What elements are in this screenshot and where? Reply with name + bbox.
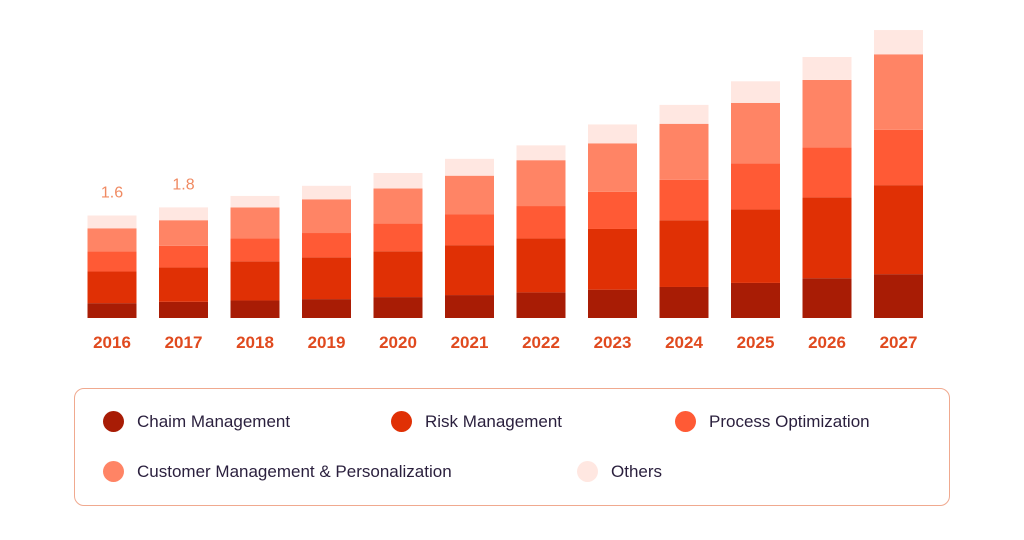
- bar-segment: [302, 257, 351, 300]
- bar-segment: [159, 267, 208, 302]
- legend-item-process-optimization: Process Optimization: [675, 411, 870, 432]
- data-label: 1.6: [101, 184, 123, 201]
- bar-segment: [445, 158, 494, 176]
- bar-segment: [373, 223, 423, 252]
- stacked-bar-chart: 2016 2017 2018 2019 2020 2021 2022 2023 2024 2025…: [87, 30, 923, 352]
- bar-segment: [731, 102, 780, 164]
- legend-label: Others: [611, 461, 663, 481]
- bar-segment: [159, 301, 208, 318]
- bar-segment: [445, 214, 494, 246]
- bar-segment: [802, 197, 852, 279]
- data-label: 1.8: [172, 176, 194, 193]
- legend-label: Customer Management & Personalization: [137, 461, 452, 481]
- bar-segment: [302, 233, 351, 258]
- bar-segment: [373, 173, 423, 189]
- x-tick-label: 2020: [379, 333, 417, 352]
- bar-segment: [230, 261, 280, 301]
- bar-segment: [659, 220, 709, 287]
- bar-segment: [588, 228, 637, 290]
- bar-segment: [874, 185, 923, 275]
- bar-segment: [516, 160, 566, 207]
- bar-segment: [302, 199, 351, 234]
- x-tick-label: 2022: [522, 333, 560, 352]
- bar-segment: [373, 188, 423, 224]
- bar-segment: [731, 81, 780, 103]
- x-tick-label: 2027: [880, 333, 918, 352]
- bar-segment: [874, 274, 923, 318]
- bar-segment: [159, 207, 208, 221]
- bar-segment: [373, 297, 423, 318]
- bar-segment: [159, 245, 208, 268]
- legend-swatch: [391, 411, 412, 432]
- bar-segment: [874, 30, 923, 55]
- bar-segment: [159, 220, 208, 246]
- x-tick-label: 2017: [165, 333, 203, 352]
- bar-segment: [230, 300, 280, 318]
- bar-segment: [588, 191, 637, 229]
- bar-segment: [659, 179, 709, 221]
- bar-segment: [516, 238, 566, 293]
- x-tick-label: 2024: [665, 333, 703, 352]
- bar-segment: [445, 175, 494, 215]
- legend-item-risk-management: Risk Management: [391, 411, 562, 432]
- legend-label: Risk Management: [425, 411, 563, 431]
- bar-segment: [588, 124, 637, 144]
- legend-item-others: Others: [577, 461, 662, 482]
- bar-segment: [87, 303, 137, 318]
- bar-segment: [87, 271, 137, 304]
- bar-segment: [230, 207, 280, 239]
- x-tick-label: 2019: [308, 333, 346, 352]
- bar-segment: [659, 286, 709, 318]
- bar-segment: [731, 163, 780, 210]
- legend-swatch: [675, 411, 696, 432]
- x-tick-label: 2023: [594, 333, 632, 352]
- bar-segment: [516, 145, 566, 161]
- legend-label: Process Optimization: [709, 411, 870, 431]
- legend-swatch: [103, 411, 124, 432]
- bar-segment: [588, 143, 637, 192]
- bar-segment: [802, 278, 852, 318]
- bar-segment: [802, 147, 852, 198]
- bar-segment: [659, 104, 709, 124]
- bars-layer: [87, 30, 923, 318]
- bar-segment: [87, 228, 137, 252]
- x-tick-label: 2025: [737, 333, 775, 352]
- bar-segment: [516, 206, 566, 239]
- x-tick-label: 2018: [236, 333, 274, 352]
- legend: Chaim Management Risk Management Process…: [74, 388, 950, 506]
- bar-segment: [373, 251, 423, 298]
- bar-segment: [874, 129, 923, 186]
- bar-segment: [87, 215, 137, 229]
- legend-label: Chaim Management: [137, 411, 291, 431]
- x-tick-label: 2021: [451, 333, 489, 352]
- legend-item-chaim-management: Chaim Management: [103, 411, 290, 432]
- bar-segment: [516, 292, 566, 318]
- legend-item-customer-management: Customer Management & Personalization: [103, 461, 452, 482]
- data-labels: 1.6 1.8: [101, 176, 195, 201]
- bar-segment: [445, 245, 494, 296]
- bar-segment: [731, 209, 780, 283]
- bar-segment: [87, 251, 137, 272]
- x-tick-label: 2016: [93, 333, 131, 352]
- bar-segment: [302, 185, 351, 200]
- bar-segment: [731, 282, 780, 318]
- bar-segment: [874, 54, 923, 130]
- bar-segment: [659, 123, 709, 180]
- bar-segment: [230, 238, 280, 262]
- bar-segment: [588, 289, 637, 318]
- bar-segment: [302, 299, 351, 318]
- bar-segment: [230, 195, 280, 208]
- bar-segment: [445, 295, 494, 318]
- bar-segment: [802, 57, 852, 80]
- legend-swatch: [577, 461, 598, 482]
- bar-segment: [802, 79, 852, 148]
- x-axis-labels: 2016 2017 2018 2019 2020 2021 2022 2023 2024 2025…: [93, 333, 917, 352]
- legend-swatch: [103, 461, 124, 482]
- x-tick-label: 2026: [808, 333, 846, 352]
